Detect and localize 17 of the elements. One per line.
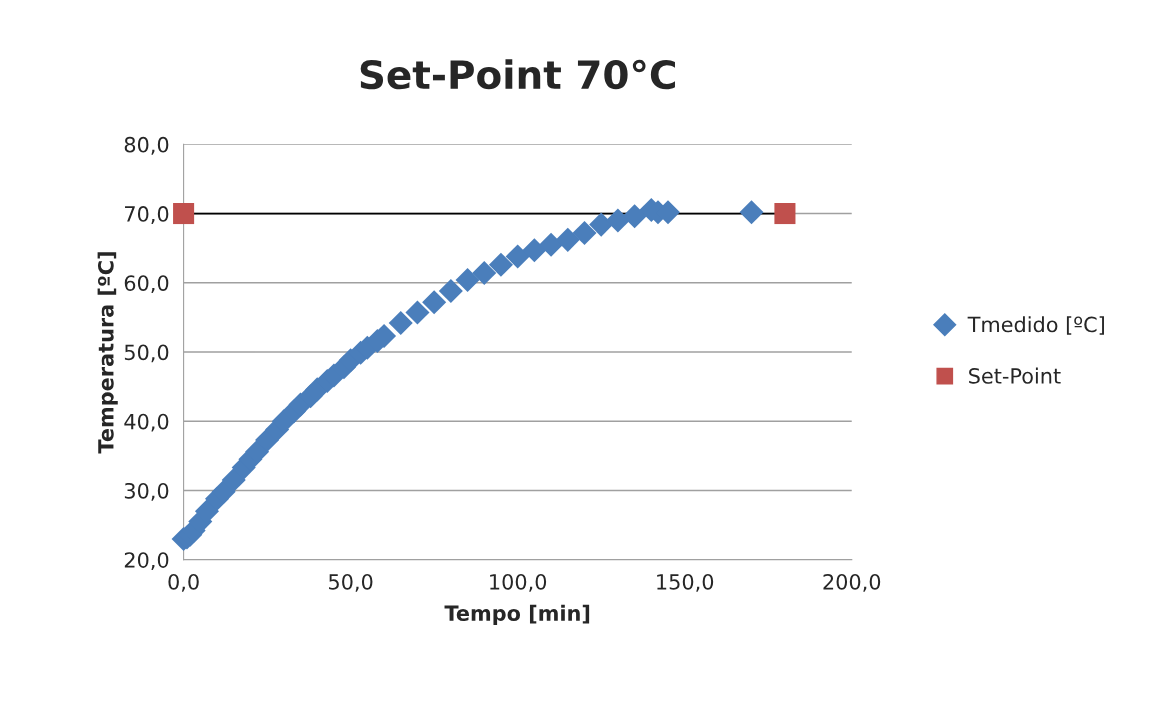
y-tick-label: 50,0 [124, 344, 169, 363]
y-tick-label: 80,0 [124, 136, 169, 155]
y-tick-label: 20,0 [124, 552, 169, 571]
y-tick-label: 60,0 [124, 275, 169, 294]
legend-label: Tmedido [ºC] [967, 316, 1104, 335]
x-tick-label: 50,0 [329, 573, 373, 592]
x-tick-label: 200,0 [823, 573, 881, 592]
chart-title: Set-Point 70°C [360, 59, 675, 90]
x-tick-label: 150,0 [657, 573, 714, 592]
y-tick-label: 40,0 [124, 413, 169, 432]
y-tick-label: 30,0 [124, 482, 169, 501]
x-axis-title: Tempo [min] [444, 604, 590, 626]
legend-label: Set-Point [969, 367, 1061, 384]
x-tick-label: 0,0 [168, 573, 199, 592]
x-tick-label: 100,0 [490, 573, 547, 592]
y-tick-label: 70,0 [125, 206, 169, 224]
y-axis-title: Temperatura [ºC] [97, 252, 118, 454]
